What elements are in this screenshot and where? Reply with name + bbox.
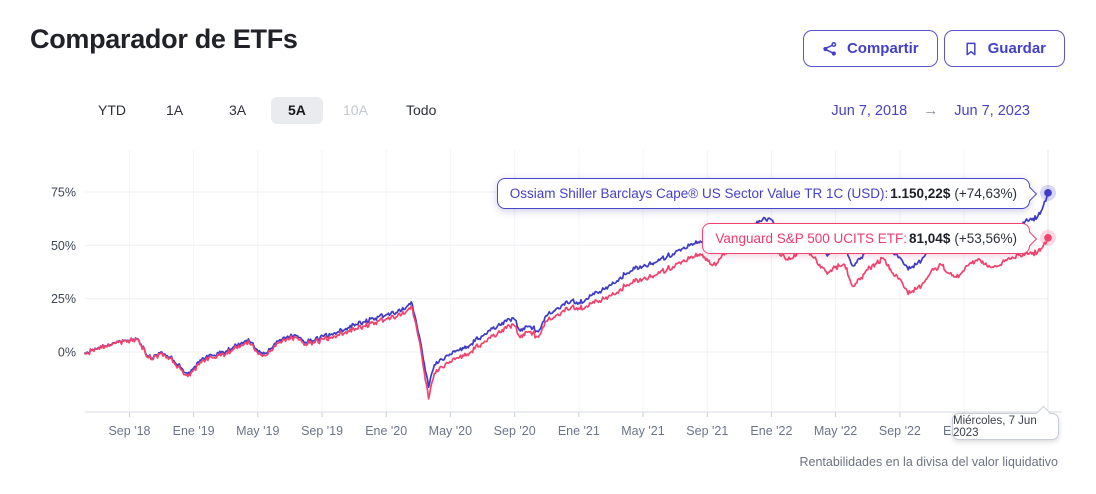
svg-text:Sep '18: Sep '18: [108, 424, 150, 438]
date-range: Jun 7, 2018 → Jun 7, 2023: [831, 99, 1030, 123]
range-tab-10a: 10A: [343, 102, 368, 118]
header-actions: Compartir Guardar: [802, 30, 1065, 67]
svg-text:0%: 0%: [58, 346, 76, 360]
range-tab-3a[interactable]: 3A: [229, 102, 247, 118]
series-value: 81,04$: [909, 231, 951, 246]
series-tooltip-vanguard: Vanguard S&P 500 UCITS ETF 81,04$ (+53,5…: [702, 223, 1037, 254]
range-tab-ytd[interactable]: YTD: [98, 102, 126, 118]
svg-text:May '21: May '21: [621, 424, 664, 438]
range-tab-1a[interactable]: 1A: [166, 102, 184, 118]
bookmark-icon: [963, 41, 979, 57]
svg-text:May '19: May '19: [236, 424, 279, 438]
series-value: 1.150,22$: [890, 186, 951, 201]
arrow-right-icon: →: [923, 102, 939, 119]
svg-text:Ene '22: Ene '22: [750, 424, 792, 438]
range-tab-5a[interactable]: 5A: [271, 97, 323, 124]
end-date-link[interactable]: Jun 7, 2023: [954, 103, 1030, 119]
start-date-link[interactable]: Jun 7, 2018: [831, 103, 908, 119]
share-icon: [822, 41, 838, 57]
svg-text:Sep '22: Sep '22: [879, 424, 921, 438]
svg-text:50%: 50%: [51, 239, 76, 253]
range-tabs: YTD 1A 3A 5A 10A Todo: [0, 97, 1096, 125]
series-name: Ossiam Shiller Barclays Cape® US Sector …: [510, 186, 889, 201]
svg-text:Sep '19: Sep '19: [301, 424, 343, 438]
page-title: Comparador de ETFs: [30, 24, 298, 54]
svg-text:Sep '20: Sep '20: [494, 424, 536, 438]
svg-text:Ene '19: Ene '19: [173, 424, 215, 438]
footnote: Rentabilidades en la divisa del valor li…: [799, 455, 1059, 469]
series-change: (+53,56%): [954, 231, 1017, 246]
svg-text:May '20: May '20: [429, 424, 472, 438]
hover-date-text: Miércoles, 7 Jun 2023: [953, 414, 1037, 439]
range-tab-todo[interactable]: Todo: [406, 102, 437, 118]
share-button[interactable]: Compartir: [802, 30, 938, 67]
svg-text:Sep '21: Sep '21: [686, 424, 728, 438]
series-name: Vanguard S&P 500 UCITS ETF: [715, 231, 907, 246]
series-tooltip-ossiam: Ossiam Shiller Barclays Cape® US Sector …: [496, 178, 1037, 209]
save-button[interactable]: Guardar: [943, 30, 1065, 67]
svg-text:Ene '21: Ene '21: [558, 424, 600, 438]
svg-text:May '22: May '22: [814, 424, 857, 438]
svg-text:Ene '20: Ene '20: [365, 424, 407, 438]
svg-text:25%: 25%: [51, 292, 76, 306]
share-button-label: Compartir: [846, 40, 919, 57]
series-change: (+74,63%): [954, 186, 1017, 201]
hover-date-tooltip: Miércoles, 7 Jun 2023: [952, 405, 1059, 440]
svg-text:75%: 75%: [51, 186, 76, 200]
save-button-label: Guardar: [987, 40, 1046, 57]
